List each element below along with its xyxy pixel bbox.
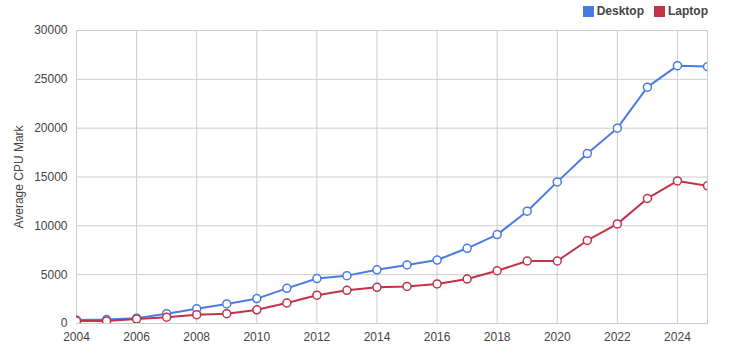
html-text:Desktop: Desktop	[596, 4, 644, 18]
svg-text:2018: 2018	[484, 330, 511, 344]
svg-text:10000: 10000	[34, 219, 68, 233]
svg-text:5000: 5000	[41, 268, 68, 282]
svg-text:Average CPU Mark: Average CPU Mark	[12, 124, 26, 228]
svg-text:30000: 30000	[34, 23, 68, 37]
svg-text:2020: 2020	[544, 330, 571, 344]
svg-text:2010: 2010	[243, 330, 270, 344]
svg-text:15000: 15000	[34, 170, 68, 184]
svg-text:0: 0	[61, 316, 68, 330]
svg-text:2008: 2008	[183, 330, 210, 344]
svg-text:2016: 2016	[424, 330, 451, 344]
svg-text:20000: 20000	[34, 121, 68, 135]
svg-text:2014: 2014	[364, 330, 391, 344]
svg-text:2006: 2006	[123, 330, 150, 344]
svg-text:2004: 2004	[63, 330, 90, 344]
svg-text:2012: 2012	[304, 330, 331, 344]
svg-text:2022: 2022	[604, 330, 631, 344]
svg-text:25000: 25000	[34, 72, 68, 86]
html-text:Laptop: Laptop	[668, 4, 708, 18]
svg-text:2024: 2024	[664, 330, 691, 344]
